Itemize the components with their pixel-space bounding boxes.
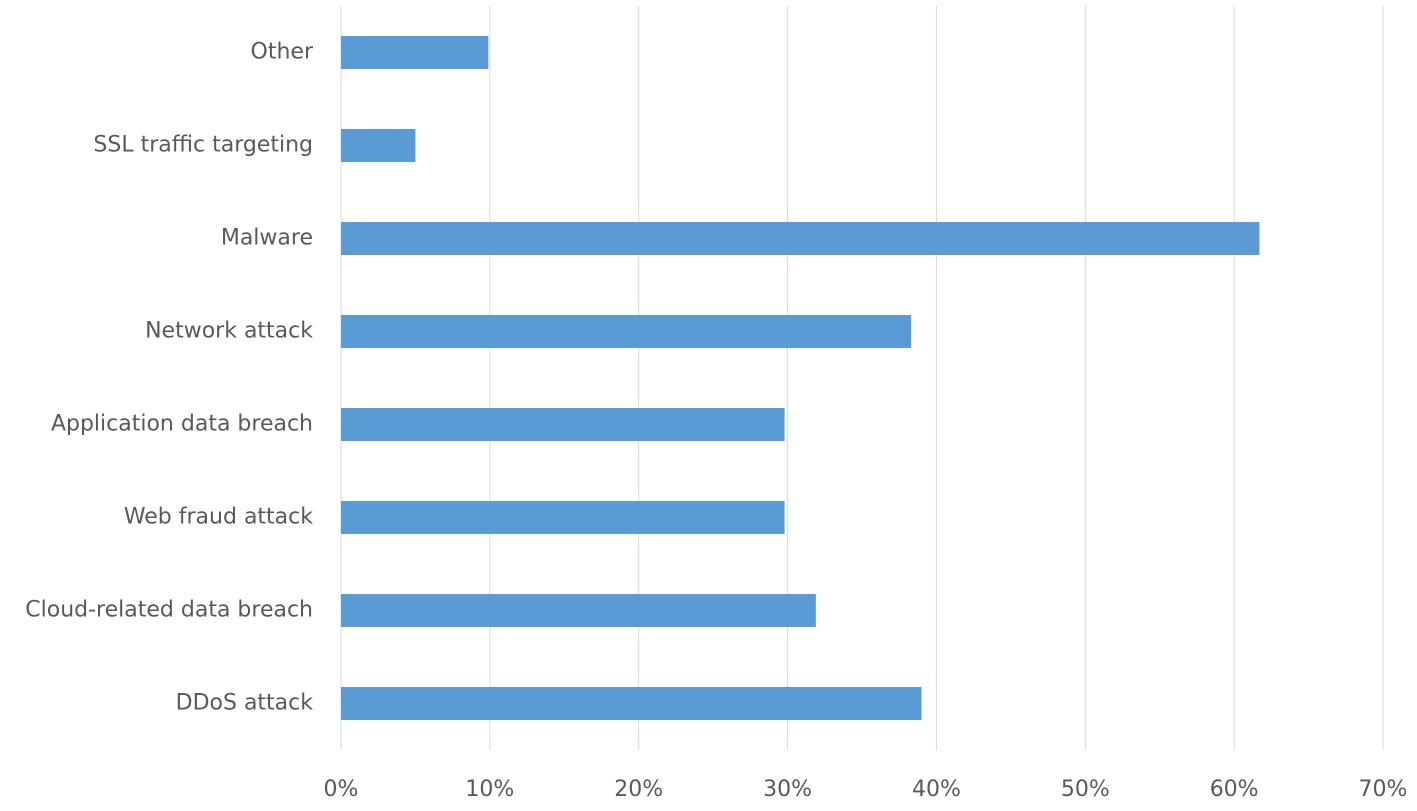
bar — [341, 594, 816, 627]
y-tick-label: Application data breach — [51, 412, 313, 437]
y-tick-label: Cloud-related data breach — [25, 598, 313, 623]
x-tick-label: 30% — [763, 777, 812, 802]
bar — [341, 501, 785, 534]
y-tick-label: Other — [251, 40, 314, 65]
y-tick-label: Malware — [221, 226, 313, 251]
y-tick-label: DDoS attack — [176, 691, 314, 716]
x-tick-label: 0% — [324, 777, 359, 802]
y-tick-label: Network attack — [145, 319, 313, 344]
x-tick-label: 50% — [1061, 777, 1110, 802]
bar — [341, 36, 489, 69]
bar — [341, 222, 1260, 255]
bar — [341, 129, 416, 162]
y-tick-label: Web fraud attack — [124, 505, 313, 530]
y-tick-label: SSL traffic targeting — [93, 133, 313, 158]
bar — [341, 408, 785, 441]
x-tick-label: 10% — [465, 777, 514, 802]
bar — [341, 315, 912, 348]
x-tick-label: 40% — [912, 777, 961, 802]
bar — [341, 687, 922, 720]
x-tick-label: 70% — [1359, 777, 1408, 802]
x-tick-label: 20% — [614, 777, 663, 802]
x-tick-label: 60% — [1210, 777, 1259, 802]
